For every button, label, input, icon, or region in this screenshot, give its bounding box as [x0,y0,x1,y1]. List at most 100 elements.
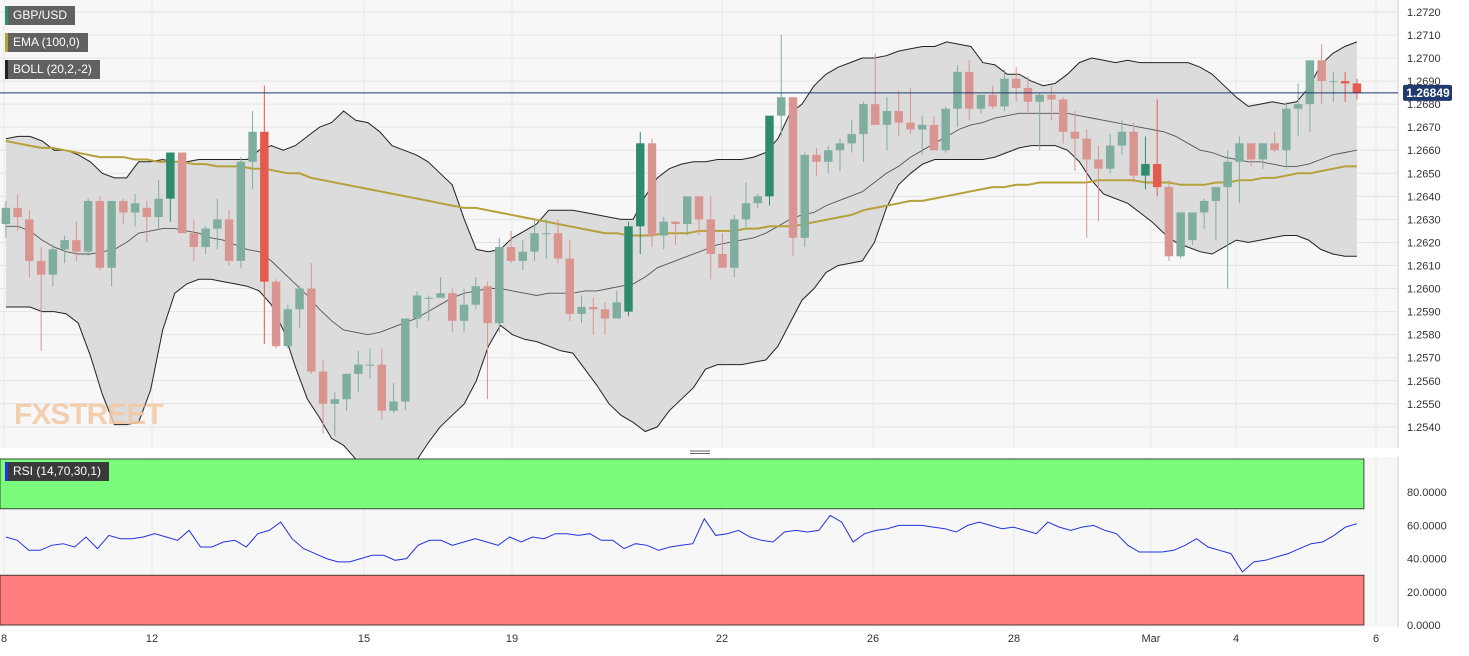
candle-body [1035,94,1044,102]
candle-body [1340,81,1350,84]
candle-body [459,304,469,321]
candle [389,383,398,414]
candle-body [48,249,58,275]
candle [753,194,762,208]
candle [694,196,704,236]
rsi-tick-label: 40.0000 [1407,554,1447,566]
candle [777,34,786,137]
candle [1235,136,1244,204]
candle [1258,143,1268,169]
candle-body [1047,94,1056,100]
candle-body [1070,131,1080,139]
candle [1011,67,1021,102]
candle [1,200,11,238]
candle [647,138,657,248]
candle-body [401,318,410,402]
candle [471,277,481,310]
candle-body [1282,108,1291,151]
rsi-color-swatch [5,462,8,481]
candle-body [13,207,22,218]
candle [1211,187,1221,241]
candle [154,180,163,229]
candle [847,120,856,153]
date-tick-label: 22 [716,633,728,645]
candle [1070,111,1080,171]
candle-body [248,131,257,162]
candle [659,217,668,250]
candle-body [1293,104,1303,109]
candle-body [130,203,140,213]
candle-body [342,373,351,400]
legend-boll[interactable]: BOLL (20,2,-2) [5,60,100,79]
candle [166,152,175,222]
date-tick-label: 12 [146,633,158,645]
candle [60,235,69,264]
date-tick-label: 8 [1,633,7,645]
candle-body [72,240,81,252]
candle-body [1023,87,1033,102]
candle-body [1270,143,1279,151]
boll-lower-line [5,145,1357,509]
price-tick-label: 1.2680 [1407,99,1441,111]
candle-body [295,288,304,310]
candle-body [636,143,645,227]
candle [553,219,563,264]
candle [953,64,962,128]
candle [624,221,633,317]
legend-rsi[interactable]: RSI (14,70,30,1) [5,462,110,481]
candle [483,281,492,400]
candle-body [917,124,927,130]
legend-boll-label: BOLL (20,2,-2) [13,62,92,76]
date-tick-label: 28 [1008,633,1020,645]
candle [330,392,340,437]
candle-body [154,198,163,218]
rsi-line [5,514,1358,573]
candle-body [1094,159,1103,169]
candle [1023,76,1033,114]
legend-ema-label: EMA (100,0) [13,35,80,49]
price-tick-label: 1.2700 [1407,53,1441,65]
candle-body [800,154,809,238]
candle [1282,101,1291,169]
candle-body [377,364,387,411]
candle [354,350,363,393]
candle [448,288,457,333]
candle [318,360,328,434]
candle [1082,129,1091,238]
candle [177,152,187,234]
candle-body [142,207,152,218]
legend-ema[interactable]: EMA (100,0) [5,33,88,52]
candle-body [365,364,375,366]
candle-body [823,150,833,162]
candle-body [788,97,798,238]
rsi-tick-label: 60.0000 [1407,520,1447,532]
candle-body [1352,83,1362,93]
candle [95,196,105,271]
candle-body [1258,143,1268,160]
candle-body [1211,187,1221,201]
candle-body [765,115,774,197]
candle-body [107,200,116,268]
candle [119,198,128,224]
candle [1317,44,1326,105]
candle-body [354,364,363,374]
date-tick-label: 6 [1373,633,1379,645]
legend-pair[interactable]: GBP/USD [5,6,76,25]
candle-body [201,228,210,248]
candle-body [483,286,492,324]
candles [1,34,1362,437]
candle-body [224,219,234,261]
candle [83,198,93,257]
candle-body [213,219,222,229]
candle-body [1164,187,1174,257]
candle-body [565,258,575,314]
candle [377,348,387,420]
candle [1035,92,1044,151]
candle-body [1141,164,1150,176]
panel-splitter-icon[interactable] [690,450,710,454]
candle [906,87,915,135]
candle-body [307,288,316,372]
date-tick-label: 19 [506,633,518,645]
boll-upper-line [5,41,1358,253]
